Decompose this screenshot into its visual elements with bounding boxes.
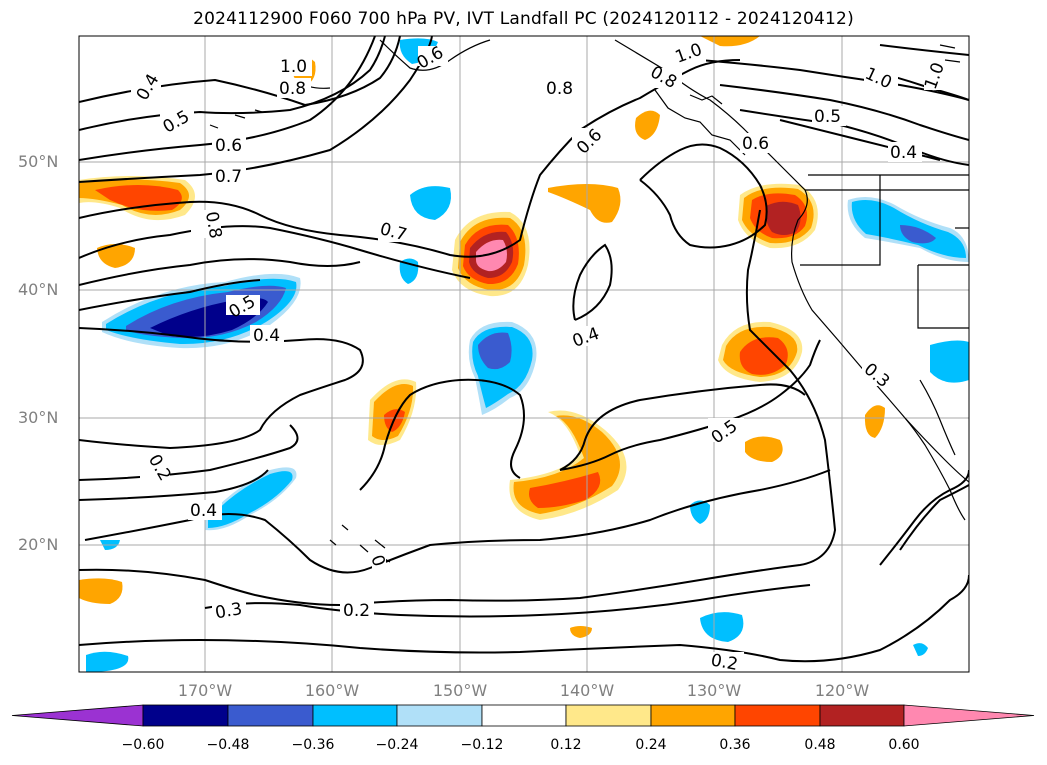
colorbar-tick-label: −0.36 — [291, 737, 335, 753]
colorbar-bin — [481, 704, 567, 727]
lon-label-160w: 160°W — [304, 681, 360, 700]
contour-label: 0.8 — [647, 62, 680, 93]
colorbar-bin — [396, 704, 483, 727]
lat-label-30n: 30°N — [18, 408, 59, 427]
lon-label-170w: 170°W — [177, 681, 233, 700]
contour-label: 0.4 — [190, 501, 217, 521]
lat-label-20n: 20°N — [18, 535, 59, 554]
contour-label: 0.6 — [215, 136, 242, 156]
colorbar-bin — [565, 704, 652, 727]
coastlines — [209, 39, 969, 563]
contour-label: 0.5 — [814, 107, 841, 127]
contour-labels: 0.4 0.5 0.6 0.7 0.8 0.5 0.4 0.2 0.4 0.3 … — [131, 40, 949, 675]
colorbar-tick-label: 0.60 — [888, 737, 920, 753]
colorbar-bin — [819, 704, 905, 727]
colorbar-tick-label: 0.12 — [550, 737, 582, 753]
map-frame — [78, 35, 970, 673]
colorbar-tick-label: −0.48 — [206, 737, 250, 753]
contour-label: 0.3 — [214, 599, 244, 623]
contour-label: 0.4 — [890, 143, 917, 163]
pv-anomaly-fills — [79, 36, 969, 672]
contour-label: 0.2 — [343, 601, 370, 621]
contour-label: 0.7 — [215, 167, 242, 187]
contour-label: 0.2 — [709, 651, 739, 675]
lat-label-40n: 40°N — [18, 280, 59, 299]
contour-label: 0.8 — [546, 79, 573, 99]
colorbar-bin — [142, 704, 229, 727]
contour-label: 0.4 — [253, 326, 280, 346]
colorbar-tick-label: −0.60 — [121, 737, 165, 753]
contour-label: 0.4 — [133, 71, 164, 104]
lon-label-120w: 120°W — [814, 681, 870, 700]
colorbar-extend-high — [903, 704, 1035, 727]
colorbar-bin — [312, 704, 398, 727]
colorbar-bin — [650, 704, 736, 727]
colorbar-extend-low — [11, 704, 144, 727]
contour-label: 0.8 — [279, 79, 306, 99]
colorbar-bin — [227, 704, 314, 727]
lon-label-140w: 140°W — [559, 681, 615, 700]
lon-label-130w: 130°W — [686, 681, 742, 700]
contour-label: 0.6 — [742, 134, 769, 154]
contour-label: 1.0 — [280, 57, 307, 77]
graticule — [79, 36, 969, 672]
contour-label: 0.8 — [201, 210, 225, 240]
map-title: 2024112900 F060 700 hPa PV, IVT Landfall… — [193, 9, 854, 29]
colorbar-tick-label: 0.48 — [804, 737, 836, 753]
colorbar-tick-label: 0.24 — [635, 737, 667, 753]
lat-label-50n: 50°N — [18, 152, 59, 171]
colorbar-tick-label: 0.36 — [719, 737, 751, 753]
colorbar — [11, 704, 1035, 727]
colorbar-tick-label: −0.24 — [375, 737, 419, 753]
lon-label-150w: 150°W — [432, 681, 488, 700]
colorbar-tick-label: −0.12 — [460, 737, 504, 753]
colorbar-bin — [734, 704, 821, 727]
